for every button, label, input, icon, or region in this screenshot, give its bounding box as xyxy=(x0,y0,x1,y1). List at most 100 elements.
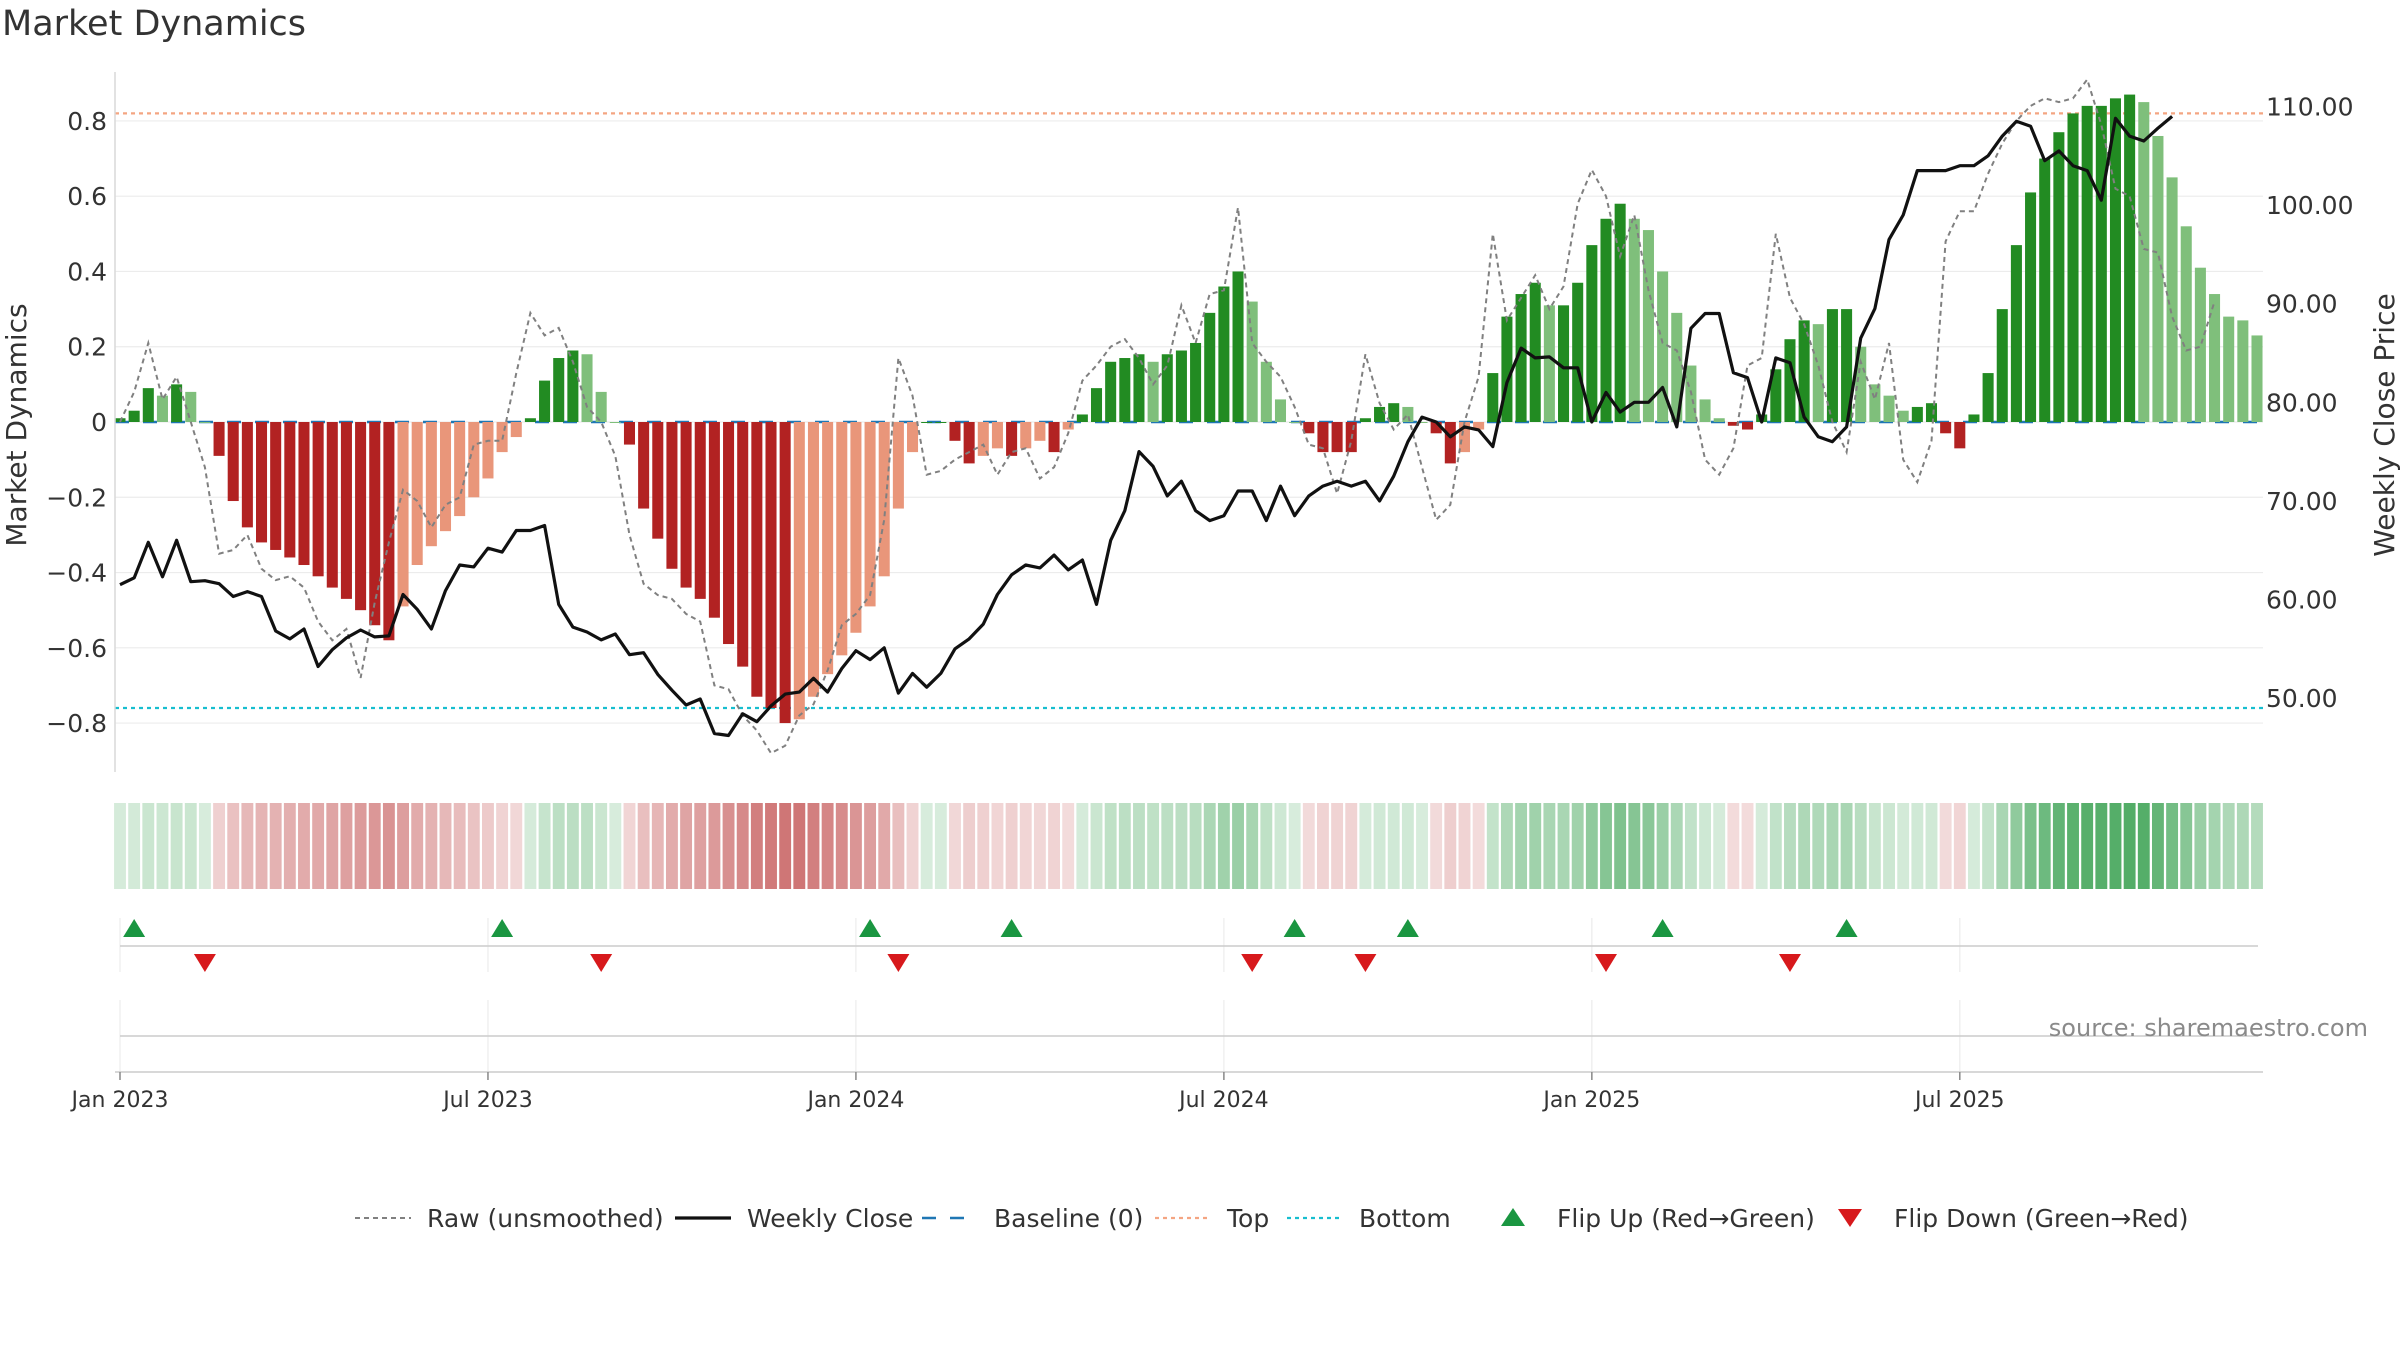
dynamics-bar xyxy=(128,410,140,422)
regime-strip-cell xyxy=(241,803,254,889)
regime-strip-cell xyxy=(1925,803,1938,889)
regime-strip-cell xyxy=(807,803,820,889)
y-right-tick-label: 90.00 xyxy=(2266,290,2338,319)
flip-up-marker xyxy=(1651,919,1674,937)
regime-strip-cell xyxy=(1798,803,1811,889)
axes: 0.8 0.6 0.4 0.2 0 −0.2 −0.4 −0.6 −0.8 110.00 100.0… xyxy=(46,72,2353,772)
regime-strip-cell xyxy=(1883,803,1895,889)
dynamics-bar xyxy=(652,422,664,539)
regime-strip-cell xyxy=(609,803,622,889)
dynamics-bar xyxy=(510,422,522,438)
regime-strip-cell xyxy=(2137,803,2150,889)
flip-up-marker xyxy=(1396,919,1419,937)
dynamics-bar xyxy=(878,422,890,577)
legend: Raw (unsmoothed) Weekly Close Baseline (0)… xyxy=(355,1204,2189,1233)
dynamics-bar xyxy=(171,384,183,422)
dynamics-bar xyxy=(326,422,338,588)
regime-strip-cell xyxy=(1642,803,1655,889)
regime-strip-cell xyxy=(170,803,183,889)
regime-strip-cell xyxy=(184,803,197,889)
y-left-tick-label: −0.2 xyxy=(46,483,107,512)
dynamics-bar xyxy=(2180,226,2192,422)
dynamics-bar xyxy=(1954,422,1966,449)
flip-up-marker xyxy=(491,919,514,937)
y-left-tick-label: −0.4 xyxy=(46,559,107,588)
dynamics-bar xyxy=(383,422,395,641)
regime-strip-cell xyxy=(552,803,565,889)
dynamics-bar xyxy=(1515,294,1527,422)
dynamics-bar xyxy=(864,422,876,607)
dynamics-bar xyxy=(609,422,621,423)
dynamics-bar xyxy=(892,422,904,509)
regime-strip-cell xyxy=(510,803,523,889)
dynamics-bar xyxy=(2109,98,2121,422)
dynamics-bar xyxy=(1119,358,1131,422)
regime-strip-cell xyxy=(1033,803,1046,889)
regime-strip-cell xyxy=(566,803,579,889)
dynamics-bar xyxy=(2039,158,2051,422)
dynamics-bar xyxy=(1996,309,2008,422)
regime-strip-cell xyxy=(1713,803,1726,889)
regime-strip-cell xyxy=(1543,803,1556,889)
dynamics-bar xyxy=(1713,418,1725,422)
dynamics-bar xyxy=(708,422,720,618)
dynamics-bar xyxy=(1487,373,1499,422)
legend-label: Flip Up (Red→Green) xyxy=(1557,1204,1815,1233)
dynamics-bar xyxy=(595,391,607,422)
regime-strip-cell xyxy=(835,803,848,889)
regime-strip-cell xyxy=(1147,803,1160,889)
regime-strip-cell xyxy=(708,803,721,889)
regime-strip-cell xyxy=(482,803,494,889)
dynamics-bar xyxy=(539,380,551,422)
dynamics-bar xyxy=(1614,203,1626,422)
dynamics-bar xyxy=(482,422,494,479)
dynamics-bar xyxy=(270,422,282,550)
dynamics-bar xyxy=(1190,342,1202,422)
regime-strip-cell xyxy=(453,803,466,889)
regime-strip-cell xyxy=(2081,803,2094,889)
dynamics-bar xyxy=(2166,177,2178,422)
regime-strip-cell xyxy=(920,803,933,889)
dynamics-bar xyxy=(1501,316,1513,422)
regime-strip-cell xyxy=(1232,803,1244,889)
regime-strip-cell xyxy=(849,803,862,889)
regime-strip-cell xyxy=(114,803,126,889)
dynamics-bar xyxy=(765,422,777,709)
dynamics-bar xyxy=(2053,132,2065,422)
regime-strip-cell xyxy=(1840,803,1853,889)
regime-strip-cell xyxy=(1500,803,1513,889)
regime-strip-cell xyxy=(934,803,947,889)
dynamics-bar xyxy=(439,422,452,532)
dynamics-bar xyxy=(312,422,324,577)
dynamics-bar xyxy=(1444,422,1456,464)
legend-item-bottom: Bottom xyxy=(1287,1204,1451,1233)
dynamics-bar xyxy=(1869,384,1881,422)
dynamics-bar xyxy=(1161,354,1173,422)
dynamics-bar xyxy=(1841,309,1853,422)
legend-label: Baseline (0) xyxy=(994,1204,1143,1233)
dynamics-bar xyxy=(1289,422,1301,423)
dynamics-bar xyxy=(2194,267,2206,422)
regime-strip-cell xyxy=(411,803,424,889)
dynamics-bar xyxy=(1883,395,1895,422)
regime-strip-cell xyxy=(1019,803,1032,889)
regime-strip-cell xyxy=(1331,803,1344,889)
dynamics-bar xyxy=(298,422,310,566)
regime-strip-cell xyxy=(1755,803,1768,889)
dynamics-bar xyxy=(2237,320,2249,422)
x-tick-label: Jul 2023 xyxy=(441,1088,533,1113)
dynamics-bar xyxy=(1826,309,1838,422)
regime-strip-cell xyxy=(1076,803,1089,889)
dynamics-bar xyxy=(1572,282,1584,422)
regime-strip-cell xyxy=(2222,803,2235,889)
dynamics-bar xyxy=(1968,414,1980,422)
regime-strip-cell xyxy=(368,803,381,889)
regime-strip-cell xyxy=(1486,803,1499,889)
dynamics-bar xyxy=(1586,245,1598,422)
dynamics-bar xyxy=(524,418,536,422)
regime-strip-cell xyxy=(128,803,141,889)
y-right-tick-label: 70.00 xyxy=(2266,487,2338,516)
regime-strip-cell xyxy=(1118,803,1131,889)
dynamics-bar xyxy=(751,422,763,697)
x-tick-label: Jan 2025 xyxy=(1541,1088,1640,1113)
